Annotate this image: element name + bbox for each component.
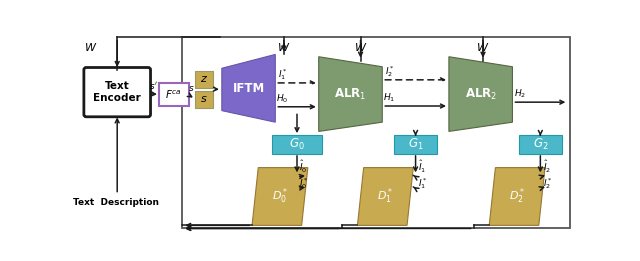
- FancyBboxPatch shape: [159, 83, 189, 106]
- Text: $G_1$: $G_1$: [408, 137, 424, 152]
- Text: Text  Description: Text Description: [73, 198, 159, 207]
- Text: ALR$_2$: ALR$_2$: [465, 87, 497, 102]
- Polygon shape: [319, 57, 382, 132]
- Text: $D_0^*$: $D_0^*$: [272, 187, 288, 206]
- Text: Text
Encoder: Text Encoder: [93, 81, 141, 103]
- Text: $H_2$: $H_2$: [514, 88, 526, 100]
- FancyBboxPatch shape: [394, 135, 437, 154]
- Text: $\hat{I}_0$: $\hat{I}_0$: [300, 159, 308, 175]
- Text: $W$: $W$: [354, 41, 367, 53]
- FancyBboxPatch shape: [519, 135, 562, 154]
- Text: $F^{ca}$: $F^{ca}$: [165, 88, 182, 101]
- Text: $D_1^*$: $D_1^*$: [377, 187, 394, 206]
- Text: $W$: $W$: [476, 41, 490, 53]
- Text: $I_2^*$: $I_2^*$: [385, 64, 394, 79]
- Text: $H_0$: $H_0$: [276, 92, 289, 105]
- Text: $I_1^*$: $I_1^*$: [278, 67, 287, 82]
- FancyBboxPatch shape: [195, 70, 213, 87]
- Text: $I_1^*$: $I_1^*$: [418, 176, 428, 191]
- FancyBboxPatch shape: [84, 68, 150, 117]
- Polygon shape: [449, 57, 513, 132]
- Text: ALR$_1$: ALR$_1$: [334, 87, 367, 102]
- FancyBboxPatch shape: [195, 91, 213, 108]
- Text: $I_0^*$: $I_0^*$: [300, 176, 309, 191]
- Text: $\hat{I}_2$: $\hat{I}_2$: [543, 159, 551, 175]
- FancyBboxPatch shape: [272, 135, 322, 154]
- Text: IFTM: IFTM: [232, 82, 265, 95]
- Text: $s$: $s$: [200, 94, 208, 104]
- Text: $D_2^*$: $D_2^*$: [509, 187, 525, 206]
- Text: $W$: $W$: [277, 41, 291, 53]
- Text: $s'$: $s'$: [149, 80, 157, 91]
- Text: $G_0$: $G_0$: [289, 137, 305, 152]
- Text: $W$: $W$: [84, 41, 97, 53]
- Text: $G_2$: $G_2$: [532, 137, 548, 152]
- Polygon shape: [489, 168, 545, 225]
- Text: $s$: $s$: [189, 84, 195, 93]
- Text: $H_1$: $H_1$: [383, 92, 396, 104]
- Polygon shape: [252, 168, 308, 225]
- Polygon shape: [358, 168, 413, 225]
- Text: $z$: $z$: [200, 74, 208, 84]
- Polygon shape: [222, 55, 275, 122]
- Text: $\hat{I}_1$: $\hat{I}_1$: [418, 159, 426, 175]
- Text: $I_2^*$: $I_2^*$: [543, 176, 552, 191]
- Bar: [182, 38, 570, 228]
